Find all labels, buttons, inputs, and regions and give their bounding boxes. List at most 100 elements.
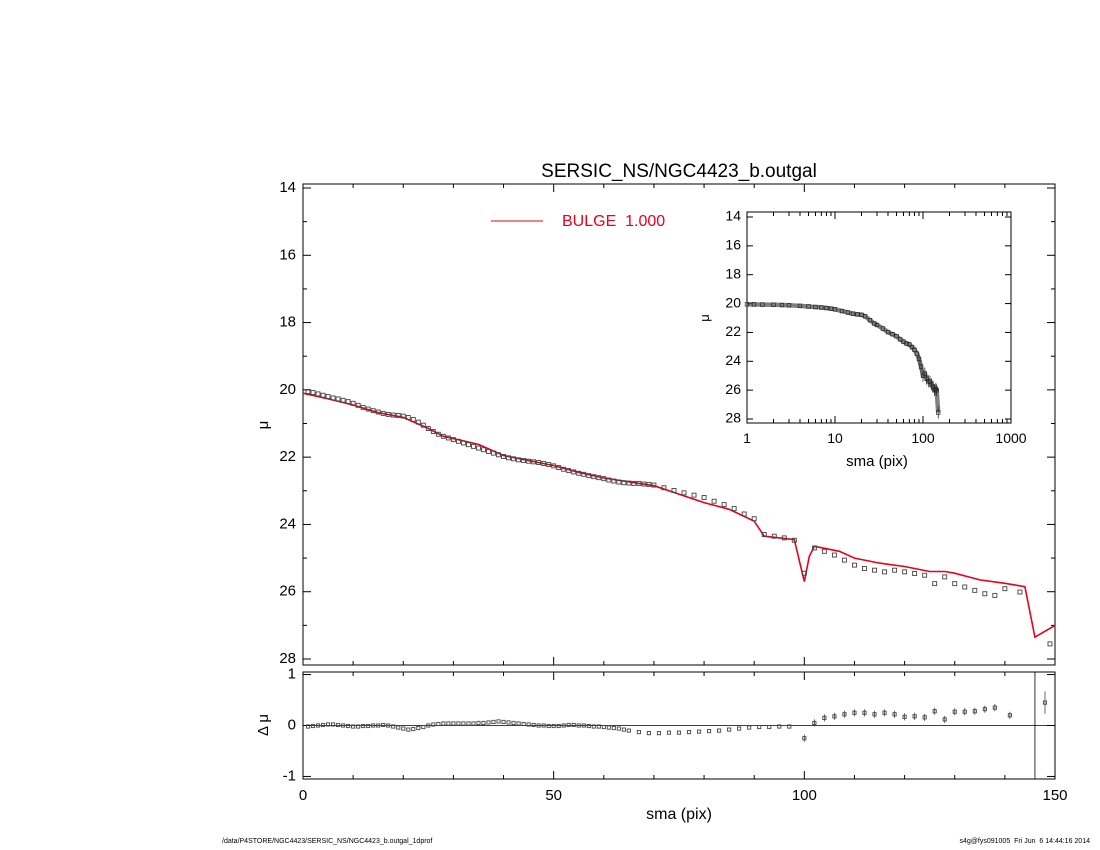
- residual-point: [546, 723, 551, 729]
- y-tick-label: 22: [279, 448, 296, 465]
- y-tick-label: 16: [725, 237, 741, 253]
- inset-x-axis-label: sma (pix): [846, 453, 908, 470]
- residual-point: [832, 714, 837, 719]
- data-point: [841, 557, 847, 563]
- residual-point: [456, 721, 461, 726]
- residual-point: [416, 725, 421, 731]
- data-point: [892, 567, 898, 573]
- residual-point: [541, 723, 546, 728]
- inset-point: [824, 305, 829, 311]
- data-point: [651, 482, 657, 488]
- data-point: [962, 584, 968, 590]
- residual-point: [496, 719, 501, 724]
- data-point: [330, 395, 336, 401]
- data-point: [711, 498, 717, 504]
- residual-point: [581, 723, 586, 728]
- inset-point: [880, 326, 886, 331]
- data-point: [611, 478, 617, 484]
- residual-series: [305, 691, 1048, 742]
- residual-point: [757, 724, 762, 730]
- data-point: [506, 455, 511, 461]
- residual-point: [737, 726, 742, 731]
- data-point: [821, 548, 827, 554]
- residual-point: [636, 730, 641, 735]
- y-tick-label: 18: [279, 314, 296, 331]
- data-point: [646, 481, 652, 487]
- data-point: [531, 459, 537, 465]
- inset-point: [786, 303, 792, 308]
- residual-point: [310, 723, 316, 729]
- x-tick-label: 100: [792, 787, 817, 804]
- residual-point: [707, 729, 712, 734]
- data-point: [566, 468, 572, 474]
- residual-point: [336, 722, 341, 728]
- residual-point: [371, 723, 376, 728]
- data-point: [631, 480, 637, 486]
- y-tick-label: -1: [283, 767, 296, 784]
- main-plot-frame: [302, 183, 1056, 666]
- data-point: [902, 569, 908, 575]
- residual-point: [461, 721, 466, 726]
- data-point: [325, 394, 331, 400]
- data-point: [340, 397, 346, 403]
- y-tick-label: 1: [288, 666, 296, 683]
- data-point: [450, 437, 456, 443]
- residual-point: [656, 731, 661, 736]
- y-tick-label: 28: [725, 410, 741, 426]
- data-point: [335, 396, 341, 402]
- inset-point: [850, 311, 856, 316]
- inset-y-ticks: 14 16 18 20 22 24 26 28: [725, 208, 1011, 426]
- residual-point: [386, 723, 391, 728]
- inset-point: [855, 312, 860, 317]
- residual-point: [982, 707, 987, 712]
- residual-point: [902, 714, 907, 719]
- data-point: [701, 495, 707, 500]
- inset-point: [862, 314, 868, 319]
- data-point: [661, 485, 667, 491]
- data-point: [982, 591, 988, 597]
- data-point: [370, 408, 376, 414]
- inset-point: [936, 410, 941, 415]
- residual-point: [777, 724, 782, 729]
- y-tick-label: 24: [279, 515, 296, 532]
- data-point: [586, 473, 592, 479]
- data-point: [521, 458, 527, 463]
- data-point: [596, 475, 602, 481]
- model-line: [302, 392, 1056, 639]
- residual-point: [566, 722, 571, 728]
- residual-point: [882, 710, 887, 715]
- data-point: [350, 400, 356, 406]
- data-point: [486, 448, 491, 454]
- residual-point: [441, 721, 446, 726]
- data-point: [581, 471, 587, 477]
- residual-point: [516, 721, 521, 726]
- data-point: [405, 414, 411, 420]
- y-tick-label: 14: [279, 179, 296, 196]
- data-point: [516, 457, 522, 463]
- data-point: [420, 422, 426, 428]
- data-point: [465, 442, 471, 448]
- data-point: [345, 399, 351, 405]
- data-point: [636, 480, 642, 486]
- inset-panel: 14 16 18 20 22 24 26 28 1 10 100 1000 μ sma (pix): [697, 208, 1027, 470]
- data-point: [831, 552, 837, 558]
- inset-point: [771, 302, 776, 307]
- data-point: [561, 466, 567, 472]
- residual-point: [586, 723, 591, 729]
- residual-point: [601, 724, 606, 730]
- inset-point: [885, 329, 891, 335]
- legend: BULGE 1.000: [491, 213, 665, 230]
- residual-point: [561, 723, 566, 728]
- data-point: [616, 479, 622, 485]
- residual-point: [686, 730, 692, 735]
- data-point: [460, 440, 466, 446]
- inset-profile-band: [746, 302, 941, 413]
- inset-point: [916, 356, 922, 361]
- main-panel: SERSIC_NS/NGC4423_b.outgal 14 16 18 20 22 24 2…: [255, 161, 1056, 667]
- inset-point: [839, 308, 845, 314]
- data-point: [425, 426, 431, 431]
- data-point: [320, 392, 326, 398]
- inset-point: [918, 364, 924, 369]
- residual-point: [972, 709, 977, 714]
- residual-point: [346, 723, 351, 729]
